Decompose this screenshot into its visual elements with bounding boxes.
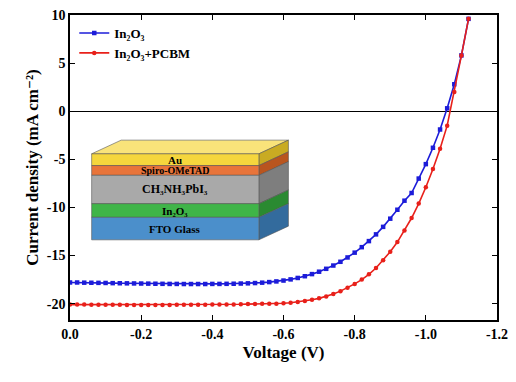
svg-text:0.0: 0.0 — [61, 327, 79, 342]
svg-text:CH₃NH₃PbI₃: CH₃NH₃PbI₃ — [142, 182, 208, 196]
svg-text:Au: Au — [168, 154, 182, 166]
svg-text:In₂O₃: In₂O₃ — [114, 26, 144, 41]
svg-text:In₂O₃: In₂O₃ — [162, 205, 188, 217]
svg-text:5: 5 — [58, 56, 65, 71]
svg-text:Spiro-OMeTAD: Spiro-OMeTAD — [141, 165, 210, 176]
svg-text:-1.0: -1.0 — [415, 327, 437, 342]
svg-text:-0.8: -0.8 — [344, 327, 366, 342]
svg-text:-1.2: -1.2 — [486, 327, 508, 342]
svg-text:-0.4: -0.4 — [201, 327, 223, 342]
svg-text:In₂O₃+PCBM: In₂O₃+PCBM — [114, 46, 190, 61]
svg-text:-20: -20 — [47, 297, 66, 312]
svg-text:FTO Glass: FTO Glass — [149, 223, 201, 235]
svg-text:-0.6: -0.6 — [272, 327, 294, 342]
svg-text:Current density (mA cm⁻²): Current density (mA cm⁻²) — [23, 69, 42, 265]
svg-text:Voltage (V): Voltage (V) — [243, 343, 325, 362]
svg-text:-10: -10 — [47, 200, 66, 215]
svg-text:-15: -15 — [47, 248, 66, 263]
svg-text:-0.2: -0.2 — [130, 327, 152, 342]
svg-text:-5: -5 — [54, 152, 66, 167]
svg-text:10: 10 — [51, 8, 65, 23]
svg-text:0: 0 — [58, 104, 65, 119]
